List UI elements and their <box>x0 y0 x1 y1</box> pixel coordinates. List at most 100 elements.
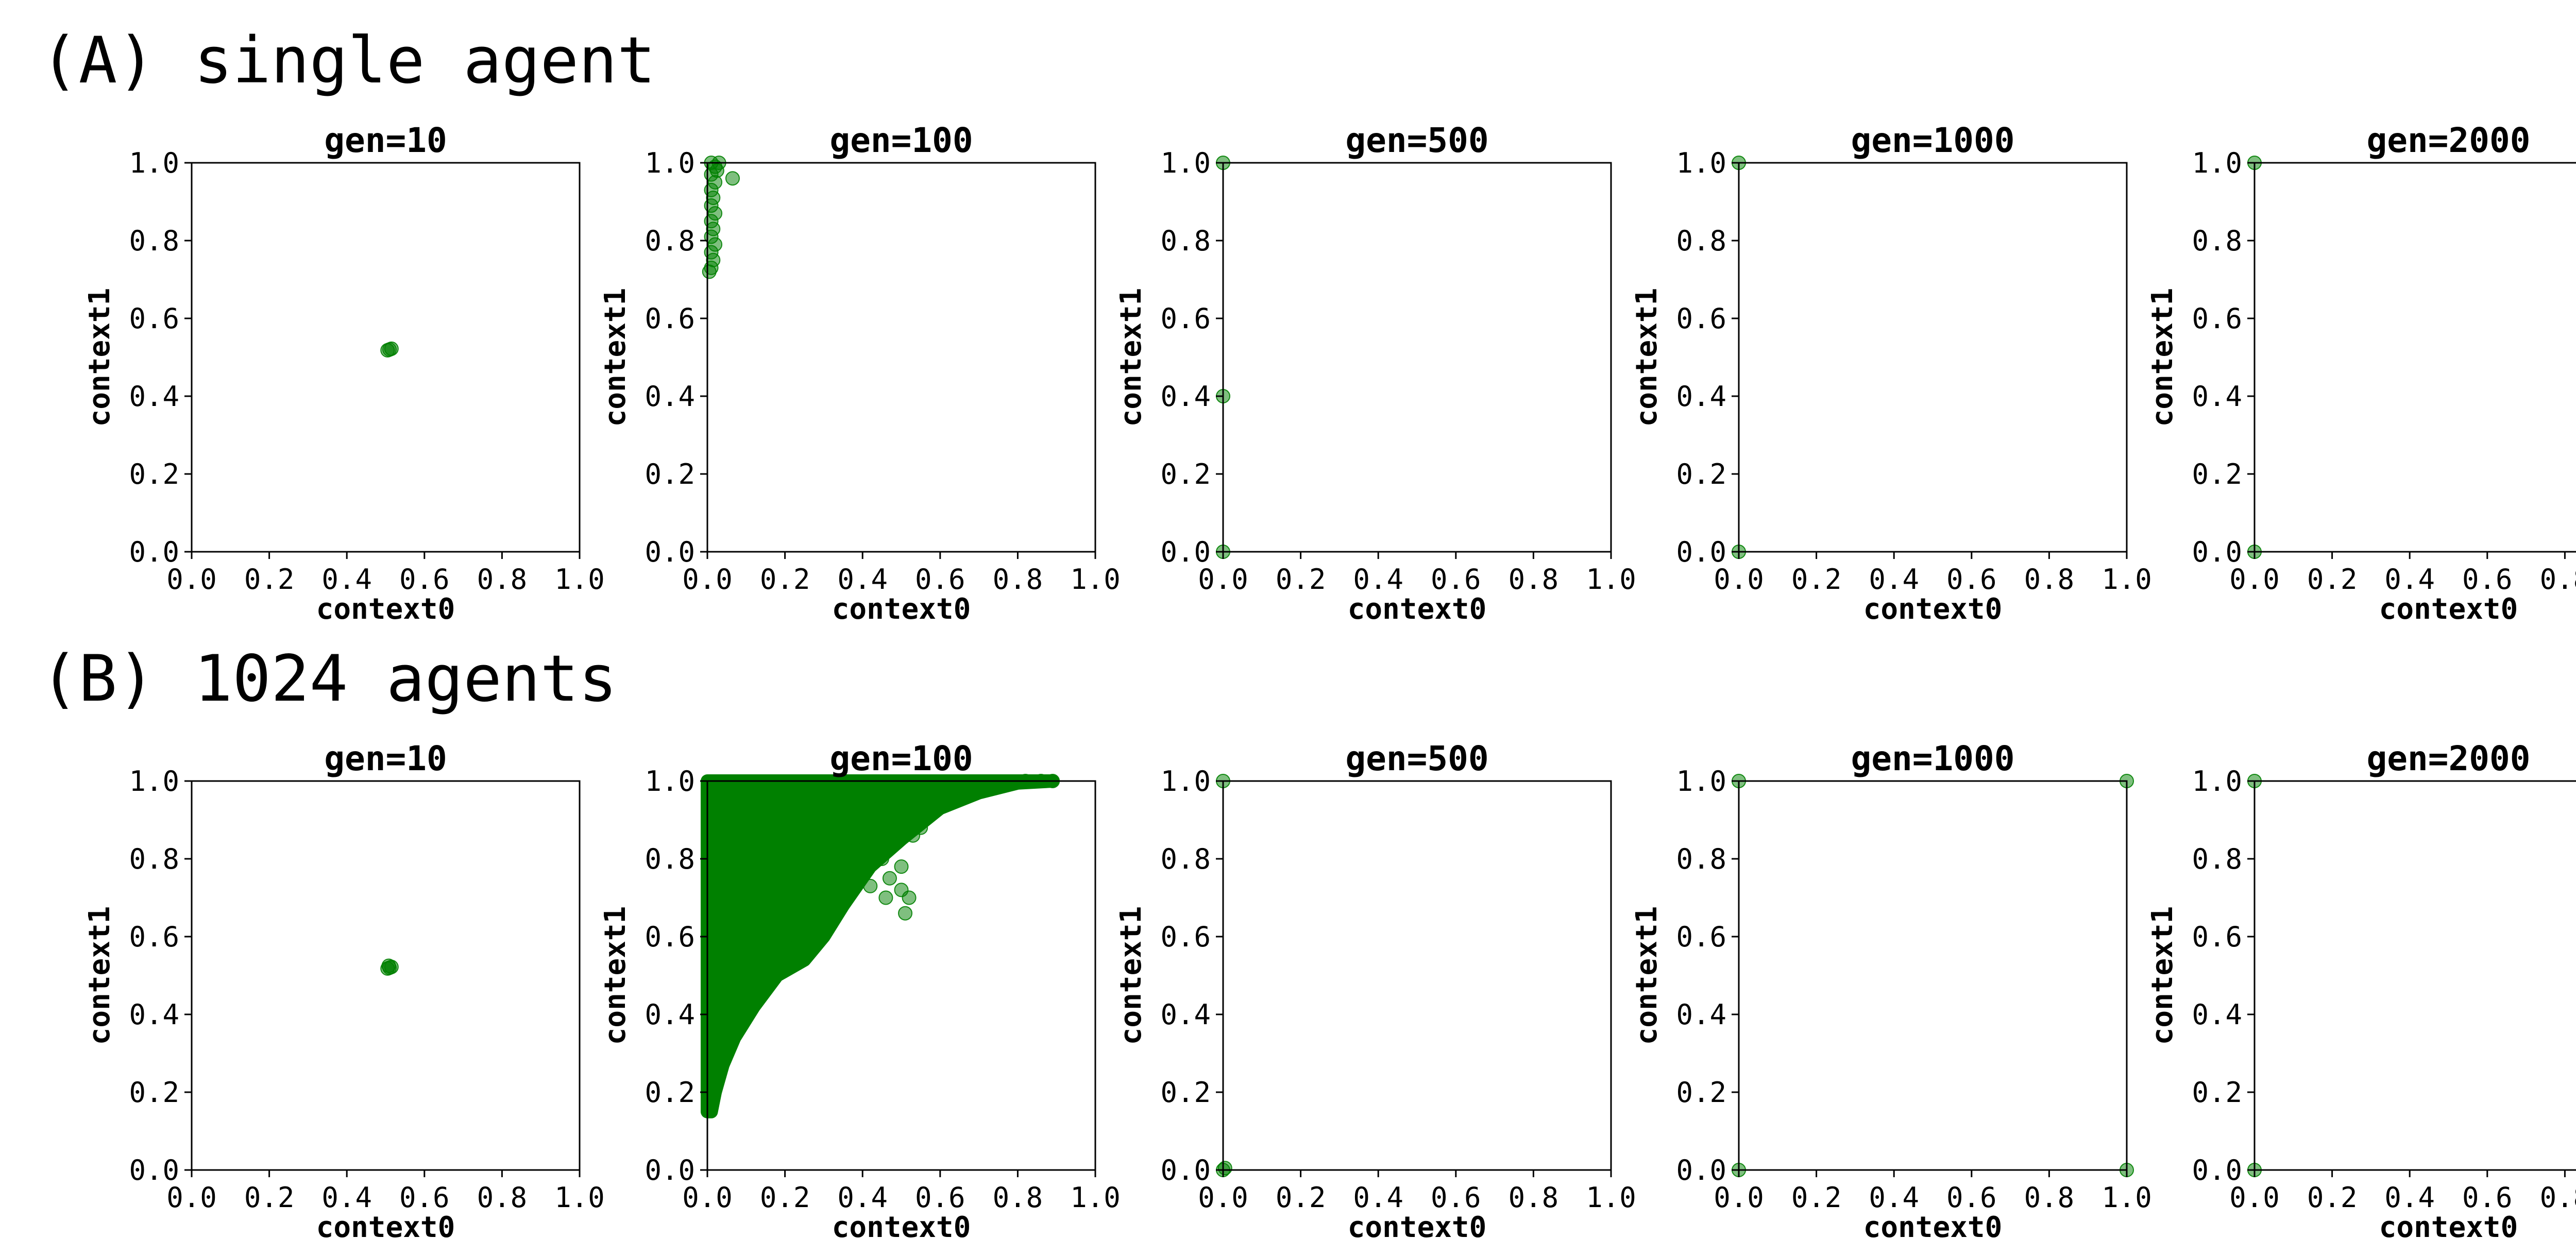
y-tick-label: 0.6 <box>645 302 695 335</box>
data-point <box>859 812 874 827</box>
x-tick-label: 0.8 <box>1509 563 1559 596</box>
x-tick-label: 0.2 <box>760 563 810 596</box>
x-tick-label: 0.8 <box>993 1181 1043 1214</box>
axes-frame <box>706 162 1096 553</box>
y-tick-label: 1.0 <box>1160 765 1211 798</box>
data-point <box>987 777 1002 792</box>
data-point <box>882 871 897 886</box>
x-tick-label: 0.4 <box>2384 563 2435 596</box>
x-tick-label: 1.0 <box>554 563 605 596</box>
scatter-panel: 0.0 0.2 0.4 0.6 0.8 1.0 0.0 0.2 0.4 0.6 0.8 1.0 gen=… <box>1114 121 1636 626</box>
x-axis-label: context0 <box>832 1211 971 1244</box>
x-tick-label: 0.6 <box>399 563 450 596</box>
data-point <box>848 867 862 882</box>
data-point <box>820 859 835 874</box>
x-tick-label: 0.6 <box>915 563 965 596</box>
scatter-panel: 0.0 0.2 0.4 0.6 0.8 1.0 0.0 0.2 0.4 0.6 0.8 1.0 gen=… <box>1630 739 2152 1244</box>
data-point <box>824 875 839 890</box>
data-point <box>816 843 831 858</box>
data-layer <box>2247 774 2262 1177</box>
y-tick-label: 0.4 <box>645 380 695 413</box>
x-tick-label: 1.0 <box>2102 563 2152 596</box>
scatter-panel: 0.0 0.2 0.4 0.6 0.8 1.0 0.0 0.2 0.4 0.6 0.8 1.0 gen=… <box>83 739 605 1244</box>
x-tick-label: 0.2 <box>2307 563 2358 596</box>
data-layer <box>701 774 1060 1118</box>
panel-title: gen=500 <box>1345 739 1488 778</box>
data-layer <box>1732 774 2134 1177</box>
x-tick-label: 0.4 <box>2384 1181 2435 1214</box>
x-tick-label: 0.0 <box>1714 1181 1764 1214</box>
x-tick-label: 0.0 <box>1198 1181 1248 1214</box>
data-point <box>777 937 792 952</box>
data-point <box>785 828 800 843</box>
y-tick-label: 0.6 <box>2192 302 2242 335</box>
y-tick-label: 1.0 <box>2192 765 2242 798</box>
y-axis-label: context1 <box>2146 906 2179 1045</box>
x-tick-label: 0.0 <box>166 563 217 596</box>
x-tick-label: 0.4 <box>1869 563 1919 596</box>
x-tick-label: 0.4 <box>1353 563 1403 596</box>
data-point <box>793 883 808 897</box>
scatter-panel: 0.0 0.2 0.4 0.6 0.8 1.0 0.0 0.2 0.4 0.6 0.8 1.0 gen=… <box>83 121 605 626</box>
data-point <box>843 843 858 858</box>
y-tick-label: 0.2 <box>1676 458 1726 490</box>
x-tick-label: 1.0 <box>2102 1181 2152 1214</box>
dense-point-cloud <box>701 774 1060 1118</box>
x-tick-label: 0.8 <box>2024 563 2075 596</box>
panel-title: gen=100 <box>829 739 973 778</box>
data-point <box>805 836 820 851</box>
y-tick-label: 0.8 <box>2192 225 2242 257</box>
x-tick-label: 1.0 <box>1586 563 1636 596</box>
data-point <box>797 817 812 832</box>
y-axis-label: context1 <box>83 288 116 427</box>
scatter-panel: 0.0 0.2 0.4 0.6 0.8 1.0 0.0 0.2 0.4 0.6 0.8 1.0 gen=… <box>599 739 1121 1244</box>
row-title-b: (B) 1024 agents <box>40 642 617 716</box>
y-tick-label: 0.0 <box>1160 536 1211 568</box>
panel-title: gen=2000 <box>2367 121 2531 160</box>
panel-title: gen=10 <box>324 739 447 778</box>
data-point <box>863 878 878 893</box>
x-tick-label: 0.8 <box>477 1181 528 1214</box>
x-axis-label: context0 <box>832 592 971 626</box>
y-tick-label: 0.4 <box>1160 380 1211 413</box>
y-axis-label: context1 <box>1630 906 1664 1045</box>
x-tick-label: 0.0 <box>682 563 733 596</box>
y-tick-label: 1.0 <box>645 765 695 798</box>
data-point <box>381 958 396 973</box>
x-tick-label: 0.4 <box>1353 1181 1403 1214</box>
x-tick-label: 0.8 <box>2540 563 2576 596</box>
y-tick-label: 0.2 <box>1160 458 1211 490</box>
y-tick-label: 0.2 <box>129 458 179 490</box>
row-title-a: (A) single agent <box>40 24 655 98</box>
x-axis-label: context0 <box>1863 592 2003 626</box>
x-tick-label: 0.4 <box>1869 1181 1919 1214</box>
y-tick-label: 0.2 <box>645 458 695 490</box>
y-tick-label: 0.4 <box>1676 380 1726 413</box>
data-point <box>874 852 889 866</box>
x-tick-label: 0.4 <box>321 563 372 596</box>
scatter-panel: 0.0 0.2 0.4 0.6 0.8 1.0 0.0 0.2 0.4 0.6 0.8 1.0 gen=… <box>1630 121 2152 626</box>
data-point <box>894 859 909 874</box>
y-tick-label: 0.2 <box>2192 458 2242 490</box>
panel-title: gen=1000 <box>1851 121 2015 160</box>
data-point <box>1003 775 1018 790</box>
x-tick-label: 0.2 <box>1276 1181 1326 1214</box>
x-tick-label: 0.2 <box>2307 1181 2358 1214</box>
y-tick-label: 0.0 <box>129 1154 179 1186</box>
data-point <box>1217 1161 1232 1176</box>
y-tick-label: 0.4 <box>129 998 179 1031</box>
y-tick-label: 0.8 <box>1676 843 1726 875</box>
axes-frame <box>2253 162 2576 553</box>
data-point <box>384 341 399 356</box>
x-tick-label: 0.0 <box>2229 563 2280 596</box>
x-axis-label: context0 <box>316 592 455 626</box>
y-tick-label: 0.6 <box>129 302 179 335</box>
x-tick-label: 0.6 <box>1946 563 1997 596</box>
x-tick-label: 0.2 <box>1276 563 1326 596</box>
data-layer <box>380 341 399 358</box>
y-tick-label: 0.6 <box>1676 921 1726 953</box>
x-tick-label: 1.0 <box>1586 1181 1636 1214</box>
x-tick-label: 0.8 <box>993 563 1043 596</box>
panel-title: gen=10 <box>324 121 447 160</box>
data-point <box>836 855 851 870</box>
